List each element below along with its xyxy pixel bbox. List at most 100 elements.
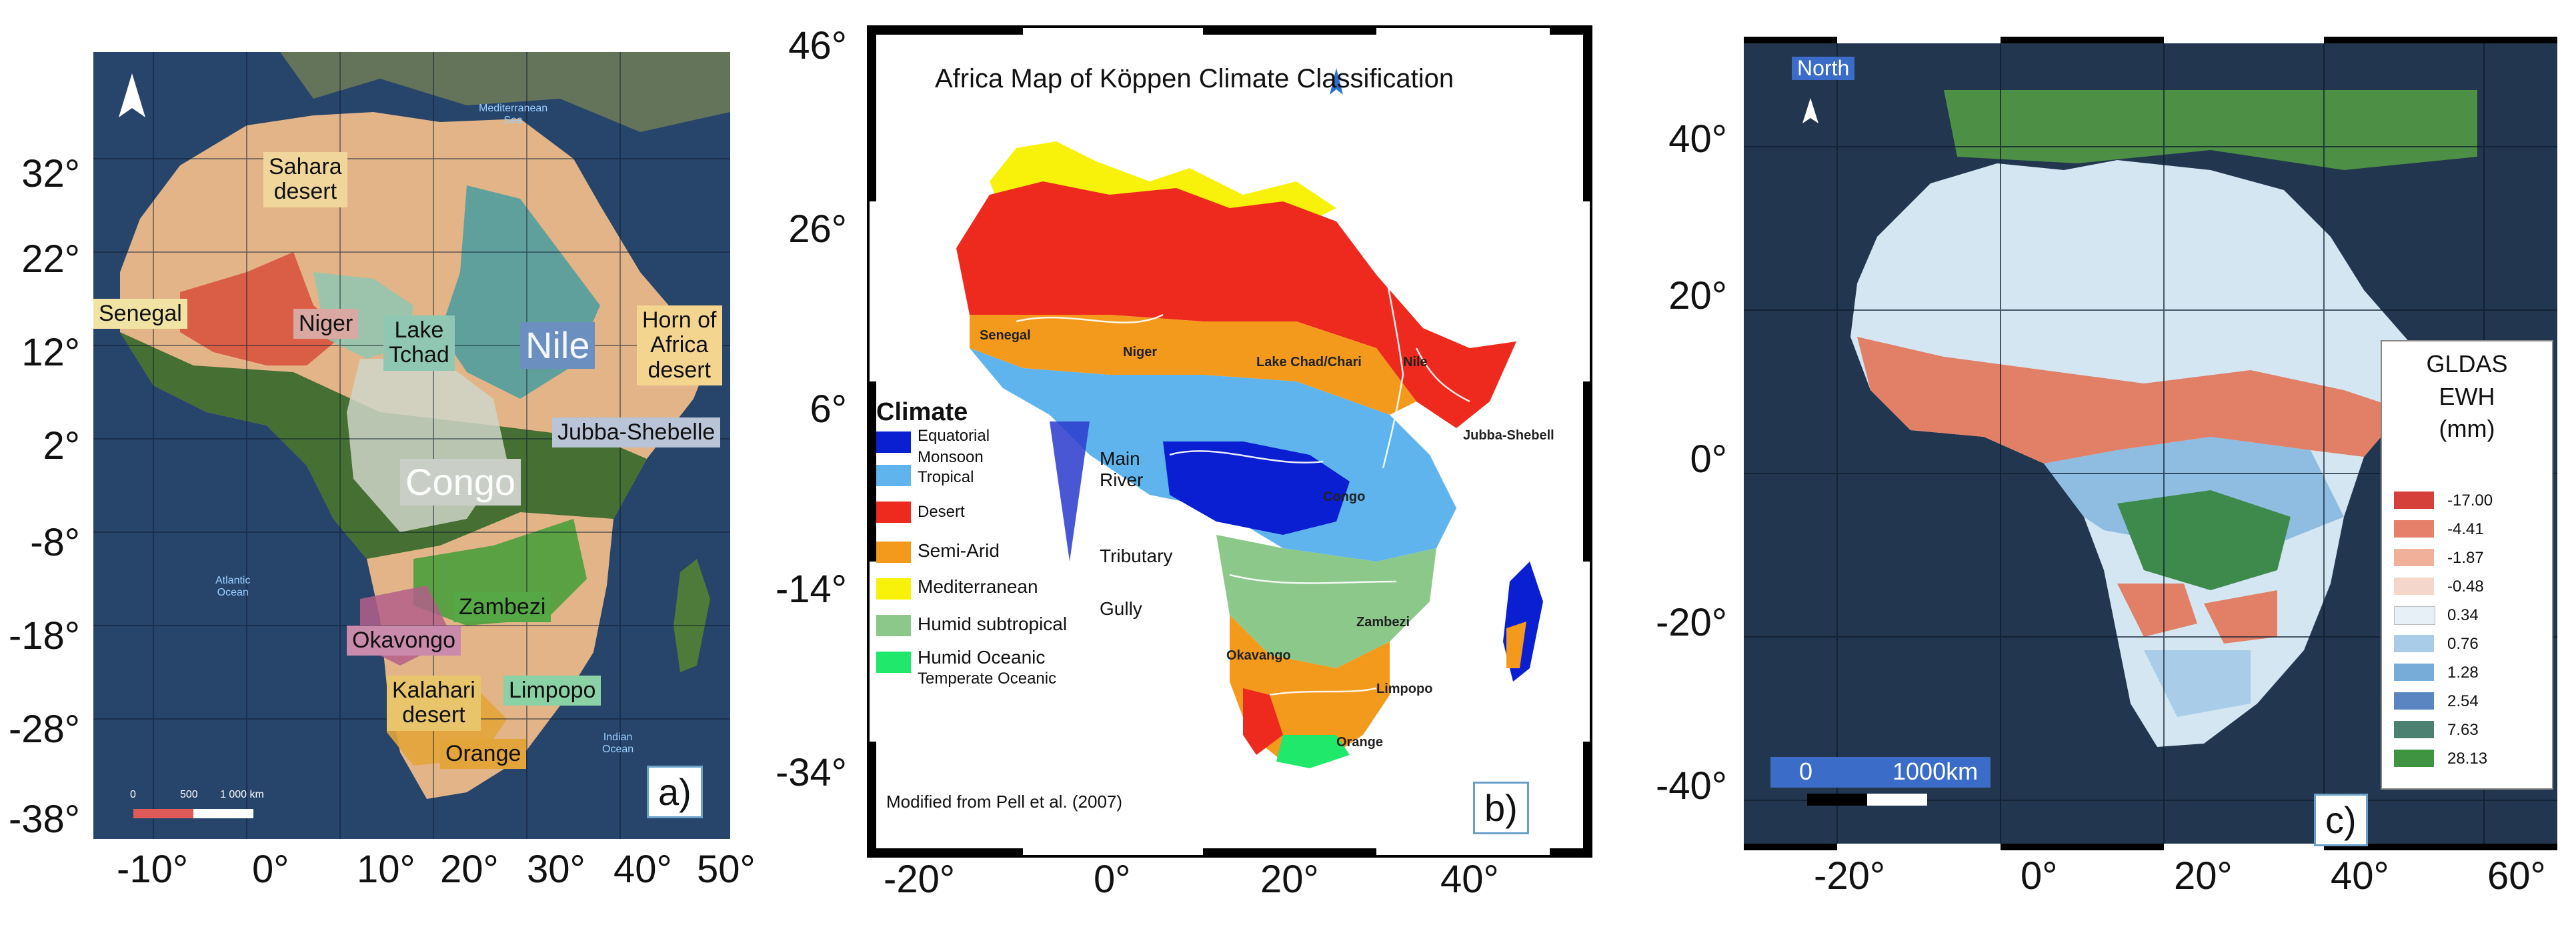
river-legend-tributary: Tributary xyxy=(1100,546,1173,566)
scale-label: 1000km xyxy=(1892,758,1979,785)
ewh-legend-value: 28.13 xyxy=(2447,750,2488,768)
region-label-limpopo: Limpopo xyxy=(503,676,601,706)
ewh-legend-value: 0.34 xyxy=(2447,606,2479,624)
x-tick: 60° xyxy=(2487,854,2546,898)
region-label-senegal: Senegal xyxy=(93,299,187,329)
legend-label: Mediterranean xyxy=(918,576,1038,597)
ewh-legend-row: -0.48 xyxy=(2394,578,2541,599)
scale-label: 500 xyxy=(180,789,198,800)
panel-b: 46° 26° 6° -14° -34° -20° 0° 20° 40° xyxy=(767,0,1600,929)
y-tick: 6° xyxy=(810,387,847,431)
panel-a: 32° 22° 12° 2° -8° -18° -28° -38° -10° 0… xyxy=(0,0,756,929)
ewh-legend-value: 1.28 xyxy=(2447,664,2479,682)
x-tick: 0° xyxy=(252,848,289,891)
legend-label: Tropical xyxy=(918,468,974,486)
legend-label: Monsoon xyxy=(918,448,984,466)
legend-swatch xyxy=(876,465,911,486)
river-label: Nile xyxy=(1403,355,1428,369)
legend-label: Humid Oceanic xyxy=(918,647,1046,668)
river-label: Congo xyxy=(1323,490,1366,504)
x-tick: -20° xyxy=(1814,854,1886,898)
y-tick: 0° xyxy=(1690,437,1727,481)
ewh-legend: GLDAS EWH (mm) -17.00 -4.41 -1.87 -0.48 … xyxy=(2381,340,2553,790)
y-tick: -14° xyxy=(775,568,847,611)
map-title: Africa Map of Köppen Climate Classificat… xyxy=(935,64,1454,93)
source-note: Modified from Pell et al. (2007) xyxy=(886,792,1123,812)
x-tick: 20° xyxy=(440,848,499,891)
y-tick: 2° xyxy=(43,424,80,468)
sea-label: Mediterranean Sea xyxy=(479,103,548,126)
y-tick: -18° xyxy=(8,614,80,658)
x-tick: 40° xyxy=(2331,854,2389,898)
ewh-legend-row: 0.76 xyxy=(2394,635,2541,656)
desert-zone xyxy=(956,181,1516,428)
ewh-legend-value: -0.48 xyxy=(2447,578,2484,596)
legend-title: Climate xyxy=(876,398,968,426)
river-legend-main: Main River xyxy=(1100,448,1144,490)
y-tick: -28° xyxy=(8,708,80,751)
y-tick: 12° xyxy=(21,331,80,374)
region-label-zambezi: Zambezi xyxy=(453,592,551,623)
region-label-sahara: Sahara desert xyxy=(263,152,347,207)
river-label: Lake Chad/Chari xyxy=(1256,355,1362,369)
legend-swatch xyxy=(876,578,911,600)
panel-c: 40° 20° 0° -20° -40° -20° 0° 20° 40° 60° xyxy=(1627,0,2576,929)
panel-letter: b) xyxy=(1473,782,1529,834)
y-tick: 20° xyxy=(1668,274,1727,317)
region-label-congo: Congo xyxy=(400,459,521,506)
ewh-legend-value: 2.54 xyxy=(2447,692,2479,710)
river-label: Zambezi xyxy=(1356,615,1410,630)
region-label-orange: Orange xyxy=(440,739,527,770)
scale-label: 0 xyxy=(1799,758,1813,785)
legend-swatch xyxy=(876,652,911,673)
region-label-jubba: Jubba-Shebelle xyxy=(552,417,721,448)
river-label: Niger xyxy=(1123,345,1158,359)
legend-swatch xyxy=(876,431,911,453)
north-arrow-icon xyxy=(1802,98,1818,123)
x-tick: 20° xyxy=(1260,858,1319,901)
river-label: Limpopo xyxy=(1376,682,1433,696)
ewh-legend-row: 1.28 xyxy=(2394,664,2541,685)
ewh-legend-value: -4.41 xyxy=(2447,520,2484,538)
y-tick: -20° xyxy=(1655,601,1727,644)
panel-letter: c) xyxy=(2314,794,2368,846)
river-legend-gully: Gully xyxy=(1100,598,1142,619)
region-label-nile: Nile xyxy=(520,322,595,369)
legend-label: Equatorial xyxy=(918,427,990,445)
sea-label: Atlantic Ocean xyxy=(215,575,251,598)
koppen-map-svg xyxy=(870,28,1590,855)
map-c: North 0 1000km GLDAS EWH (mm) -17.00 -4.… xyxy=(1744,37,2557,850)
legend-label: Desert xyxy=(918,503,965,521)
sea-label: Indian Ocean xyxy=(602,732,634,755)
north-label: North xyxy=(1792,56,1855,81)
region-label-horn: Horn of Africa desert xyxy=(637,305,722,386)
ewh-legend-value: -17.00 xyxy=(2447,492,2493,510)
scale-label: 1 000 km xyxy=(220,789,264,800)
y-tick: 32° xyxy=(21,152,80,195)
ewh-legend-value: 7.63 xyxy=(2447,721,2479,739)
ewh-legend-row: 28.13 xyxy=(2394,750,2541,771)
x-tick: 50° xyxy=(697,848,756,891)
map-a: 0 500 1 000 km Mediterranean Sea Atlanti… xyxy=(93,52,730,839)
river-label: Senegal xyxy=(980,328,1031,343)
x-tick: 0° xyxy=(1094,858,1131,901)
x-tick: 40° xyxy=(613,848,672,891)
y-tick: -38° xyxy=(8,798,80,841)
north-arrow-icon xyxy=(119,73,145,117)
legend-label: Temperate Oceanic xyxy=(918,670,1057,688)
y-tick: 46° xyxy=(788,24,847,67)
ewh-legend-value: -1.87 xyxy=(2447,549,2484,567)
river-label: Orange xyxy=(1336,735,1384,750)
semiarid-zone xyxy=(970,315,1416,415)
y-tick: -34° xyxy=(775,751,847,794)
ewh-legend-row: 0.34 xyxy=(2394,606,2541,628)
legend-label: Semi-Arid xyxy=(918,540,1000,561)
ewh-legend-row: 2.54 xyxy=(2394,692,2541,714)
y-tick: 40° xyxy=(1668,117,1727,161)
ewh-legend-row: -4.41 xyxy=(2394,520,2541,542)
x-tick: 40° xyxy=(1440,858,1499,901)
x-tick: -10° xyxy=(117,848,189,891)
y-tick: -40° xyxy=(1655,764,1727,808)
y-tick: 26° xyxy=(788,207,847,251)
north-arrow-icon xyxy=(1330,68,1343,95)
